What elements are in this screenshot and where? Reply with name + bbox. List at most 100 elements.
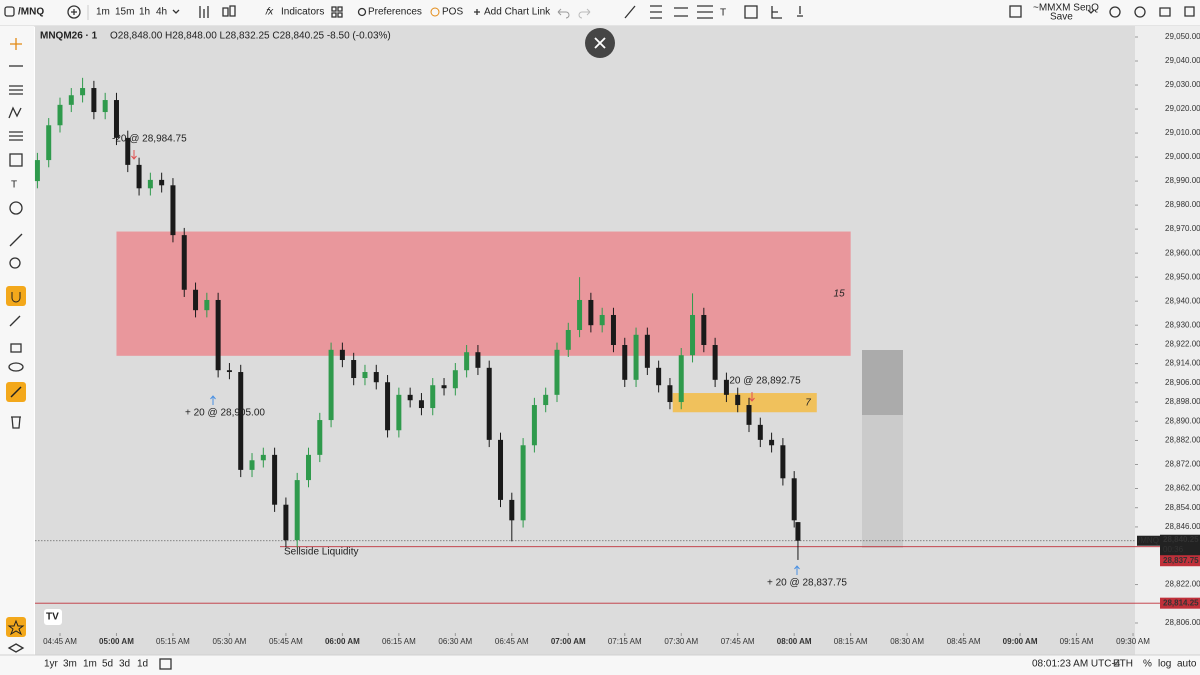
candle-body [328,349,334,421]
range-button[interactable]: 1yr [44,659,59,670]
candle-body [385,382,391,431]
trade-arrow [131,150,137,160]
magnet-tool[interactable] [6,286,26,306]
percent-toggle[interactable]: % [1143,659,1152,670]
preferences-button[interactable]: Preferences [368,7,422,18]
popout-button[interactable] [1159,7,1171,17]
y-tick-label: 29,010.00 [1165,128,1200,137]
pos-button[interactable]: POS [442,7,463,18]
pitchfork-tool[interactable] [697,5,713,19]
text-tool[interactable]: T [11,180,17,191]
add-symbol-button[interactable] [67,5,81,19]
layers-tool[interactable] [7,643,25,653]
candle-body [577,299,583,330]
lock-tool[interactable] [10,343,22,353]
range-button[interactable]: 3d [119,659,130,670]
save-status[interactable]: Save [1050,12,1073,23]
y-tick-label: 28,914.00 [1165,359,1200,368]
pos-icon [430,7,440,17]
candle-style-button[interactable] [222,5,236,17]
candle-body [610,314,616,346]
timeframe-button[interactable]: 1m [96,7,110,18]
x-tick-label: 08:15 AM [834,637,868,646]
candle-body [136,164,142,189]
account-menu[interactable] [1087,9,1095,14]
indicators-button[interactable]: Indicators [281,7,324,18]
x-tick-label: 08:30 AM [890,637,924,646]
x-tick-label: 08:45 AM [947,637,981,646]
date-range-button[interactable] [159,658,172,670]
timeframe-button[interactable]: 1h [139,7,150,18]
candle-body [102,100,108,113]
y-tick-label: 28,950.00 [1165,272,1200,281]
x-tick-label: 07:00 AM [551,637,586,646]
auto-toggle[interactable]: auto [1177,659,1197,670]
trade-label: -20 @ 28,984.75 [112,134,187,145]
symbol-icon[interactable] [4,6,15,17]
price-tag-label: 28,837.75 [1163,556,1199,565]
measure-tool[interactable] [9,233,23,247]
layout-button[interactable] [331,6,343,18]
range-button[interactable]: 1m [83,659,97,670]
timeframe-button[interactable]: 15m [115,7,134,18]
bar-style-button[interactable] [199,6,209,18]
candle-body [690,314,696,356]
candle-body [407,394,413,401]
undo-button[interactable] [557,8,570,19]
ruler-tool[interactable] [771,6,782,19]
redo-button[interactable] [578,8,591,19]
candle-body [339,349,345,361]
trade-label: -20 @ 28,892.75 [726,376,801,387]
rectangle-tool[interactable] [744,5,758,19]
pattern-tool[interactable] [8,106,22,119]
log-toggle[interactable]: log [1158,659,1171,670]
candle-body [396,394,402,431]
range-button[interactable]: 1d [137,659,148,670]
magnet-icon [11,292,21,303]
candle-body [238,372,244,470]
text-tool[interactable]: T [720,8,726,19]
settings-button[interactable] [1134,6,1146,18]
countdown-label: 00:36 [1163,545,1184,554]
channel-tool[interactable] [674,7,688,17]
draw-mode-tool[interactable] [9,315,21,327]
fib-tool[interactable] [650,5,662,19]
candle-body [599,314,605,326]
position-tool[interactable] [9,131,23,141]
candle-body [272,454,278,505]
zoom-tool[interactable] [9,257,21,269]
range-button[interactable]: 5d [102,659,113,670]
candle-body [34,160,40,182]
account-icon[interactable] [1009,5,1022,18]
shape-tool[interactable] [9,153,23,167]
search-button[interactable] [1109,6,1121,18]
range-button[interactable]: 3m [63,659,77,670]
candle-body [644,334,650,368]
candle-body [441,385,447,389]
fib-tool[interactable] [9,85,23,95]
visibility-tool[interactable] [8,362,24,372]
candle-body [667,385,673,403]
candle-body [746,405,752,425]
trendline-tool[interactable] [624,5,636,19]
marker-tool[interactable] [797,6,803,17]
session-button[interactable]: ETH [1113,659,1133,670]
candle-body [125,137,131,165]
candle-body [565,329,571,350]
y-tick-label: 28,898.00 [1165,397,1200,406]
favorites-tool[interactable] [6,617,26,637]
x-tick-label: 05:30 AM [213,637,247,646]
timeframe-menu[interactable] [172,9,180,14]
add-chart-link-button[interactable]: Add Chart Link [484,7,551,18]
symbol[interactable]: /MNQ [18,7,44,18]
delete-tool[interactable] [11,416,21,429]
account-name[interactable]: ~MMXM SenQ [1033,3,1099,14]
candle-body [701,314,707,346]
candle-body [769,439,775,446]
emoji-tool[interactable] [9,201,23,215]
fullscreen-button[interactable] [1184,6,1195,17]
x-tick-label: 07:30 AM [664,637,698,646]
crosshair-tool[interactable] [10,38,22,50]
timeframe-button[interactable]: 4h [156,7,167,18]
x-tick-label: 06:00 AM [325,637,360,646]
